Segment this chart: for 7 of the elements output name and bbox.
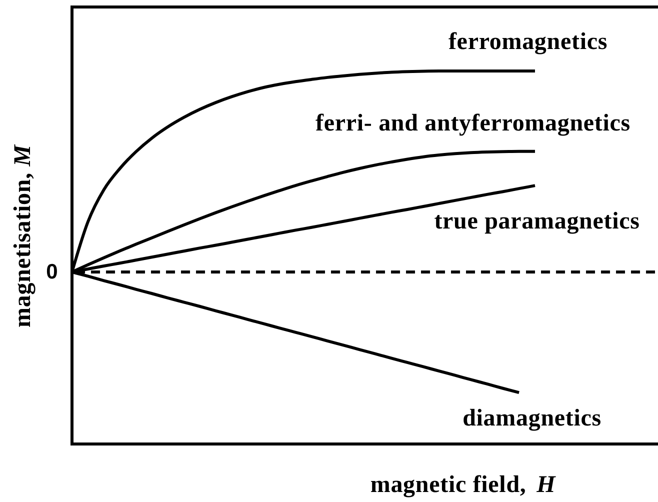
series-label: diamagnetics: [462, 406, 602, 432]
x-axis-title: magnetic field, H: [370, 472, 557, 498]
series-label: true paramagnetics: [434, 208, 640, 235]
ref-line-label: 0: [46, 260, 58, 284]
series-label: ferromagnetics: [448, 29, 608, 55]
series-label: ferri- and antyferromagnetics: [316, 110, 630, 136]
y-axis-title: magnetisation, M: [10, 143, 36, 328]
